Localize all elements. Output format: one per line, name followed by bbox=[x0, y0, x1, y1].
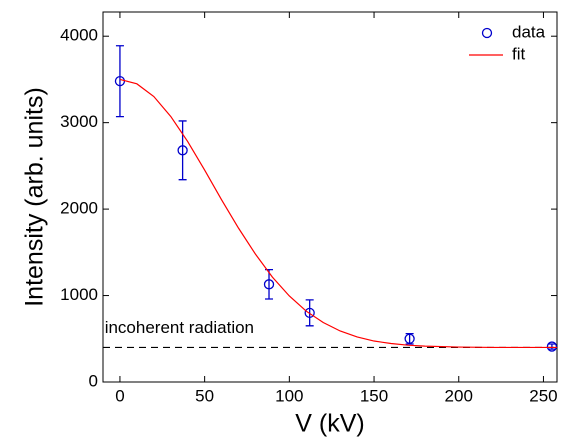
data-point bbox=[404, 333, 415, 344]
y-tick-label: 1000 bbox=[60, 285, 98, 304]
data-point bbox=[177, 145, 188, 156]
error-bar bbox=[547, 343, 556, 350]
y-tick-label: 3000 bbox=[60, 112, 98, 131]
error-bar bbox=[405, 332, 414, 345]
x-tick-label: 100 bbox=[275, 386, 303, 405]
legend-label: data bbox=[512, 22, 546, 41]
data-point bbox=[263, 279, 275, 290]
y-axis-label: Intensity (arb. units) bbox=[21, 87, 49, 307]
x-tick-label: 200 bbox=[445, 386, 473, 405]
x-tick-label: 250 bbox=[529, 386, 557, 405]
legend-marker bbox=[481, 27, 493, 39]
y-tick-label: 0 bbox=[89, 371, 98, 390]
x-tick-label: 50 bbox=[195, 386, 214, 405]
data-point bbox=[546, 341, 558, 352]
error-bar bbox=[178, 120, 187, 181]
legend-label: fit bbox=[512, 44, 526, 63]
x-tick-label: 150 bbox=[360, 386, 388, 405]
annotation: incoherent radiation bbox=[105, 318, 254, 337]
fit-line bbox=[119, 78, 557, 349]
error-bar bbox=[265, 268, 274, 300]
x-axis-label: V (kV) bbox=[295, 410, 364, 438]
y-tick-label: 2000 bbox=[60, 199, 98, 218]
x-tick-label: 0 bbox=[115, 386, 124, 405]
error-bar bbox=[115, 45, 124, 118]
data-point bbox=[304, 307, 315, 318]
plot-frame bbox=[102, 11, 558, 383]
y-tick-label: 4000 bbox=[60, 26, 98, 45]
